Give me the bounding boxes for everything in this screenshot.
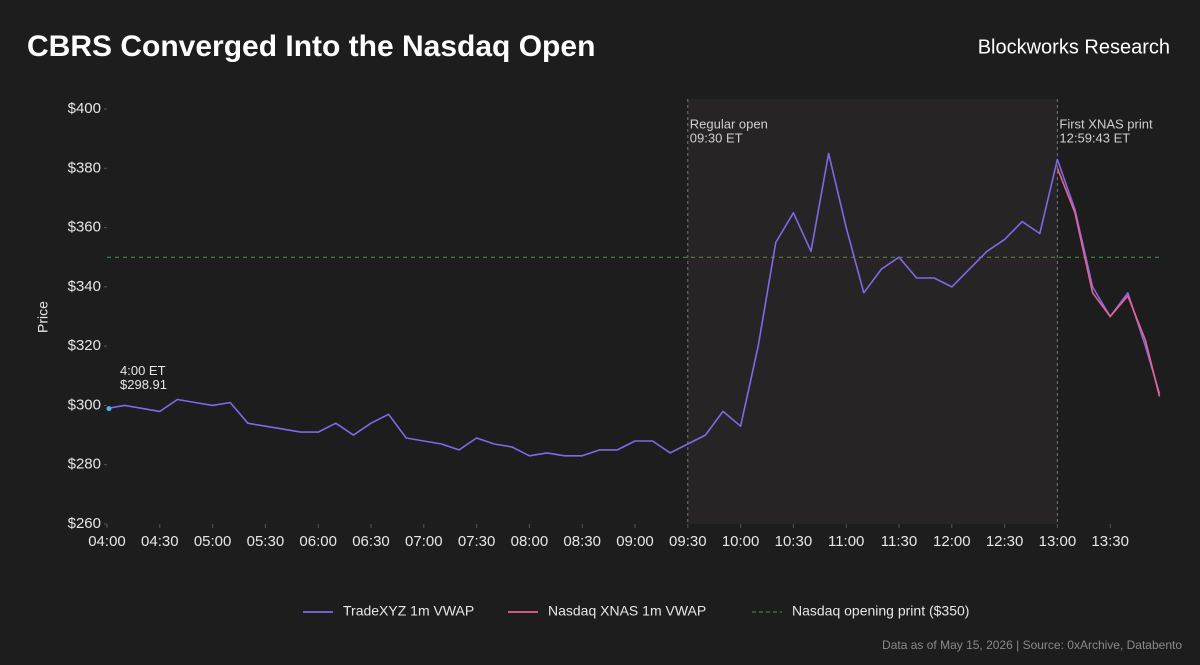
x-tick-label: 10:00 [722,533,760,550]
x-tick-label: 10:30 [775,533,813,550]
x-tick-label: 06:30 [352,533,390,550]
legend-label: TradeXYZ 1m VWAP [343,603,474,619]
x-tick-label: 07:00 [405,533,443,550]
x-tick-label: 07:30 [458,533,496,550]
y-tick-label: $400 [68,100,101,117]
start-label: $298.91 [120,377,167,392]
x-tick-label: 13:00 [1039,533,1077,550]
event-label: 09:30 ET [690,130,743,145]
start-marker [106,406,112,412]
session-shade [687,99,1058,524]
y-tick-label: $300 [68,396,101,413]
x-tick-label: 05:00 [194,533,232,550]
start-label: 4:00 ET [120,363,166,378]
x-tick-label: 04:30 [141,533,179,550]
y-tick-label: $260 [68,515,101,532]
y-tick-label: $280 [68,456,101,473]
event-label: 12:59:43 ET [1059,130,1130,145]
y-tick-label: $380 [68,159,101,176]
x-tick-label: 08:00 [511,533,549,550]
x-tick-label: 11:30 [881,533,917,550]
brand: Blockworks Research [978,36,1170,58]
y-tick-label: $340 [68,278,101,295]
y-tick-label: $320 [68,337,101,354]
x-tick-label: 09:00 [616,533,654,550]
x-tick-label: 13:30 [1091,533,1129,550]
y-tick-label: $360 [68,219,101,236]
x-tick-label: 06:00 [299,533,337,550]
event-label: Regular open [690,116,768,131]
x-tick-label: 05:30 [247,533,285,550]
x-tick-label: 12:30 [986,533,1024,550]
y-axis-label: Price [35,301,51,333]
chart-title: CBRS Converged Into the Nasdaq Open [27,30,595,63]
source: Data as of May 15, 2026 | Source: 0xArch… [882,638,1182,652]
x-tick-label: 08:30 [563,533,601,550]
x-tick-label: 11:00 [828,533,864,550]
event-label: First XNAS print [1059,116,1153,131]
series-line [1056,168,1161,397]
x-tick-label: 12:00 [933,533,971,550]
series-line [106,152,1161,457]
legend-label: Nasdaq opening print ($350) [792,603,969,619]
x-tick-label: 09:30 [669,533,707,550]
legend-label: Nasdaq XNAS 1m VWAP [548,603,706,619]
x-tick-label: 04:00 [88,533,126,550]
